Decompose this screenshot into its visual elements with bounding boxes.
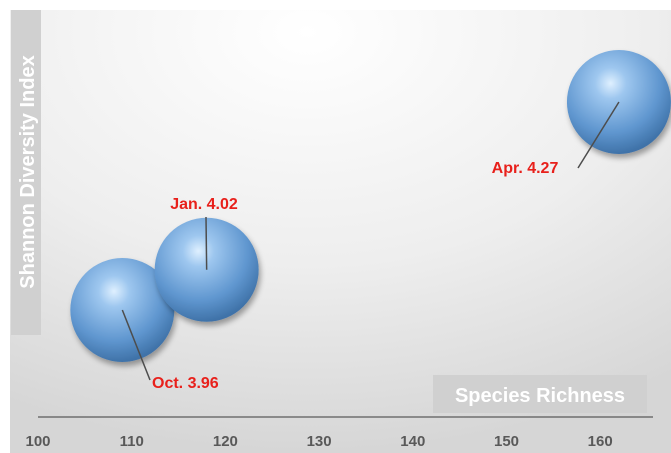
x-tick-label: 110 (120, 433, 144, 450)
x-tick-label: 130 (307, 433, 332, 450)
leader-line (205, 216, 208, 270)
x-tick-label: 150 (494, 433, 519, 450)
y-axis-title-box (11, 10, 41, 335)
x-tick-label: 160 (588, 433, 613, 450)
x-tick-labels: 100 110 120 130 140 150 160 (25, 433, 612, 450)
x-tick-label: 100 (25, 433, 50, 450)
bubble-point: Jan. 4.02 (154, 196, 259, 322)
bubble-point: Oct. 3.96 (70, 258, 219, 392)
data-label: Apr. 4.27 (492, 160, 559, 177)
bubble-series: Oct. 3.96 Jan. 4.02 Apr. 4.27 (70, 50, 671, 392)
leader-line (121, 309, 151, 381)
x-tick-label: 120 (213, 433, 238, 450)
leader-line (577, 101, 620, 169)
x-axis-title-box (433, 375, 647, 413)
bubble-point: Apr. 4.27 (492, 50, 671, 177)
x-axis-title: Species Richness (455, 385, 625, 407)
y-axis-title: Shannon Diversity Index (17, 55, 39, 288)
data-label: Jan. 4.02 (170, 196, 238, 213)
data-label: Oct. 3.96 (152, 375, 219, 392)
x-tick-label: 140 (400, 433, 425, 450)
